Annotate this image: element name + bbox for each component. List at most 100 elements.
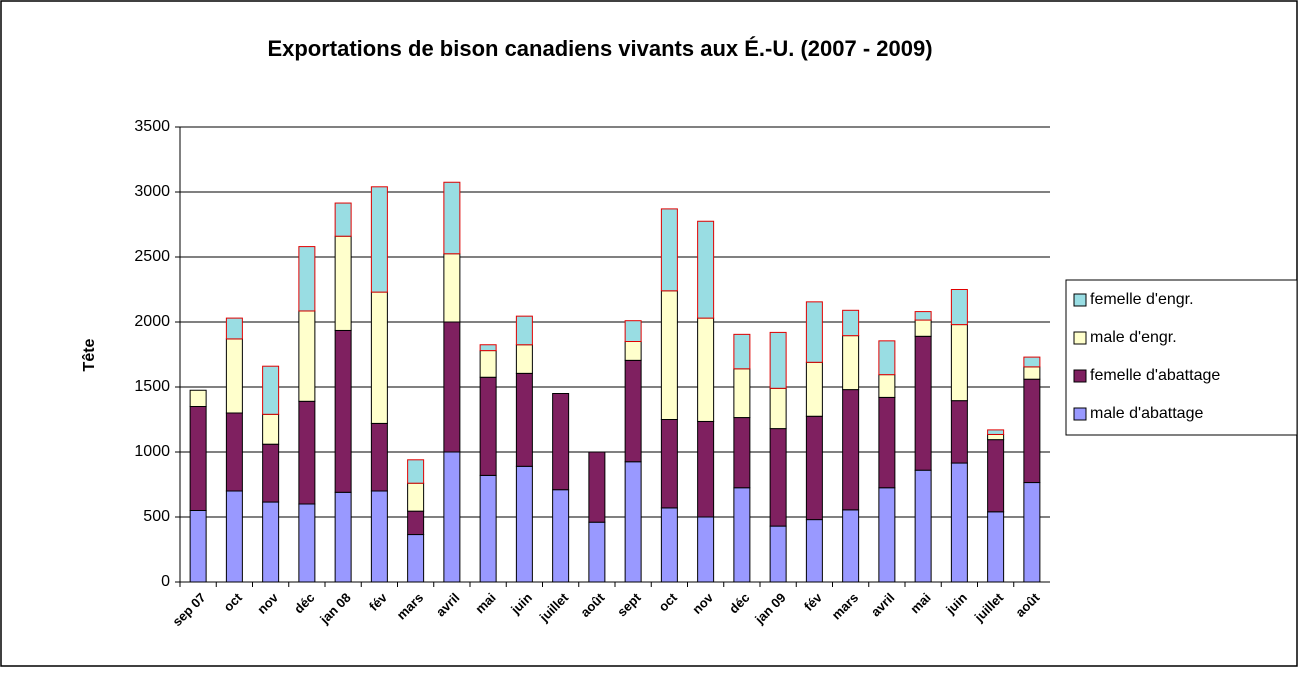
bar-segment: [769, 525, 787, 583]
bar-segment: [914, 311, 932, 321]
legend-label: femelle d'abattage: [1090, 367, 1220, 384]
bar-segment: [697, 317, 715, 422]
bar-segment: [298, 246, 316, 312]
bar-segment: [950, 324, 968, 402]
bar-segment: [479, 344, 497, 352]
bar-segment: [733, 333, 751, 370]
bar-segment: [733, 487, 751, 583]
legend-swatch: [1073, 407, 1087, 421]
bar-segment: [624, 359, 642, 463]
bar-segment: [298, 400, 316, 505]
bar-segment: [842, 309, 860, 337]
bar-segment: [370, 490, 388, 583]
bar-segment: [733, 417, 751, 489]
legend-label: male d'abattage: [1090, 405, 1203, 422]
bar-segment: [660, 290, 678, 420]
bar-segment: [298, 503, 316, 583]
bar-segment: [950, 462, 968, 583]
legend-swatch: [1073, 331, 1087, 345]
y-tick-label: 3500: [134, 118, 170, 135]
bar-segment: [443, 181, 461, 255]
bar-segment: [1023, 356, 1041, 368]
bar-segment: [769, 387, 787, 430]
bar-segment: [370, 291, 388, 424]
bar-segment: [805, 519, 823, 583]
bar-segment: [987, 439, 1005, 513]
bar-segment: [407, 482, 425, 512]
bar-segment: [479, 474, 497, 583]
bar-segment: [697, 420, 715, 518]
bar-segment: [189, 510, 207, 583]
legend-label: male d'engr.: [1090, 329, 1177, 346]
bar-segment: [515, 465, 533, 583]
bar-segment: [914, 469, 932, 583]
y-tick-label: 2000: [134, 313, 170, 330]
bar-segment: [407, 459, 425, 484]
bar-segment: [225, 412, 243, 492]
bar-segment: [552, 489, 570, 583]
legend-label: femelle d'engr.: [1090, 291, 1194, 308]
bar-segment: [225, 338, 243, 414]
bar-segment: [225, 317, 243, 340]
bar-segment: [334, 329, 352, 493]
bar-segment: [987, 433, 1005, 441]
legend-swatch: [1073, 293, 1087, 307]
bar-segment: [443, 321, 461, 453]
bar-segment: [914, 335, 932, 471]
bar-segment: [1023, 482, 1041, 583]
legend-swatch: [1073, 369, 1087, 383]
bar-segment: [733, 368, 751, 419]
bar-segment: [842, 335, 860, 391]
y-tick-label: 1500: [134, 378, 170, 395]
bar-segment: [443, 451, 461, 583]
bar-segment: [370, 422, 388, 492]
y-tick-label: 1000: [134, 443, 170, 460]
bar-segment: [407, 510, 425, 536]
bar-segment: [1023, 366, 1041, 380]
chart-title: Exportations de bison canadiens vivants …: [267, 36, 932, 61]
bar-segment: [660, 419, 678, 509]
bar-segment: [805, 361, 823, 417]
bar-segment: [189, 389, 207, 407]
bar-segment: [515, 315, 533, 346]
y-tick-label: 500: [143, 508, 170, 525]
bar-segment: [479, 376, 497, 476]
y-tick-label: 3000: [134, 183, 170, 200]
bar-segment: [334, 491, 352, 583]
bar-segment: [515, 344, 533, 374]
y-axis-title: Tête: [81, 338, 98, 371]
bar-segment: [842, 389, 860, 511]
bar-segment: [334, 235, 352, 331]
bar-segment: [624, 320, 642, 343]
bar-segment: [370, 186, 388, 293]
bar-segment: [697, 516, 715, 583]
bar-segment: [660, 507, 678, 583]
bar-segment: [878, 374, 896, 398]
bar-segment: [878, 340, 896, 376]
bar-segment: [552, 393, 570, 491]
bar-segment: [805, 415, 823, 521]
bar-segment: [479, 350, 497, 378]
bar-segment: [225, 490, 243, 583]
y-tick-label: 2500: [134, 248, 170, 265]
bar-segment: [950, 400, 968, 464]
bar-segment: [624, 461, 642, 583]
bar-segment: [334, 202, 352, 237]
bar-segment: [189, 406, 207, 511]
bar-segment: [950, 289, 968, 326]
bar-segment: [443, 253, 461, 323]
legend-box: [1065, 279, 1298, 436]
bar-segment: [769, 331, 787, 389]
bar-segment: [987, 511, 1005, 583]
bar-segment: [298, 310, 316, 402]
bar-segment: [878, 396, 896, 489]
bar-segment: [987, 429, 1005, 435]
bar-segment: [624, 341, 642, 361]
bar-segment: [697, 220, 715, 319]
bar-segment: [407, 534, 425, 583]
bar-segment: [660, 208, 678, 292]
bar-segment: [262, 413, 280, 445]
bar-segment: [1023, 378, 1041, 484]
bar-segment: [262, 443, 280, 503]
